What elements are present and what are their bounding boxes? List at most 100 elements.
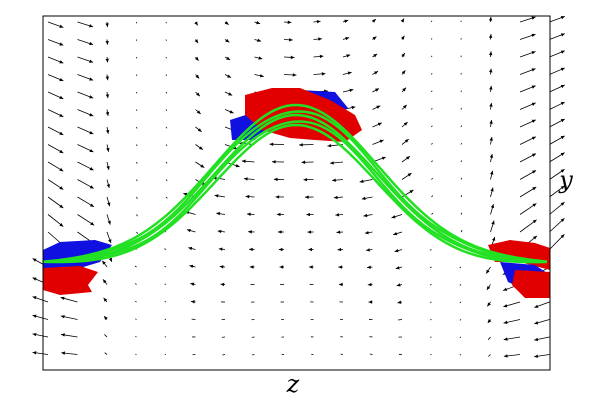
arrow-head [309,265,313,269]
arrow-head [318,37,322,41]
arrow-head [89,167,94,171]
arrow-head [489,102,493,107]
arrow-head [235,163,240,168]
arrow-head [361,196,366,201]
arrow-head [89,148,94,153]
arrow-head [273,177,278,182]
arrow-head [393,231,398,236]
arrow-head [256,20,261,25]
arrow-head [488,34,493,38]
arrow-shaft [431,212,434,215]
arrow-shaft [164,265,167,268]
arrow-head [349,88,354,93]
arrow-head [277,230,282,234]
arrow-head [59,113,64,117]
trajectory [42,103,548,264]
arrow-head [488,16,493,21]
arrow-shaft [369,353,373,355]
trajectory [42,113,548,264]
arrow-head [224,21,229,25]
blobs [43,88,550,298]
arrow-head [381,156,386,160]
arrow-head [105,129,110,134]
arrow-head [379,139,384,143]
blob-red [512,270,550,298]
arrow-head [486,285,491,290]
arrow-head [194,39,199,44]
arrow-head [105,76,109,81]
arrow-head [59,186,64,190]
arrow-head [488,51,493,56]
arrow-head [503,304,508,308]
arrow-shaft [429,249,432,251]
arrow-head [200,164,205,168]
arrow-head [89,203,94,207]
arrow-head [32,314,37,318]
arrow-head [32,258,37,262]
arrow-head [105,58,109,63]
arrow-head [376,105,381,109]
arrow-shaft [340,353,344,355]
arrow-head [335,213,340,217]
arrow-head [59,95,64,99]
x-axis-label: z [286,370,300,398]
arrow-head [403,122,408,126]
arrow-head [338,265,342,269]
arrow-head [32,296,37,300]
arrow-head [394,248,399,253]
arrow-head [59,77,64,82]
arrow-head [290,55,295,60]
arrow-head [292,73,297,77]
blob-red [43,266,98,295]
arrow-head [406,156,410,160]
arrow-shaft [431,160,433,163]
arrow-head [249,247,253,252]
arrow-head [287,20,292,24]
arrow-shaft [135,318,137,320]
arrow-head [59,204,64,208]
arrow-head [190,282,195,286]
arrow-head [560,118,565,123]
arrow-head [401,53,405,58]
arrow-head [400,35,405,40]
arrow-head [531,68,536,72]
trajectories [42,103,548,264]
arrow-shaft [135,336,137,338]
arrow-head [89,59,94,63]
arrow-head [368,300,373,304]
arrow-head [333,195,338,200]
arrow-head [487,302,491,307]
arrow-head [59,223,64,227]
arrow-shaft [459,266,462,269]
arrow-head [319,54,324,59]
arrow-head [533,235,537,240]
arrow-head [195,74,200,79]
arrow-head [89,24,94,28]
arrow-head [490,187,494,192]
arrow-head [531,16,536,20]
arrow-head [404,139,409,143]
arrow-head [490,170,494,175]
arrow-head [344,19,349,23]
arrow-shaft [460,142,462,145]
arrow-shaft [165,179,168,182]
arrow-head [241,159,246,163]
arrow-head [89,113,94,117]
arrow-head [395,266,400,270]
arrow-head [503,337,508,341]
arrow-shaft [459,336,462,338]
arrow-shaft [459,301,462,304]
arrow-head [345,37,350,41]
arrow-head [401,70,406,75]
arrow-head [375,88,380,92]
arrow-head [532,219,537,224]
arrow-head [560,16,565,20]
arrow-head [327,143,332,148]
arrow-head [189,264,194,269]
arrow-head [560,102,565,106]
arrow-head [216,212,221,216]
arrow-head [503,287,508,291]
arrow-head [347,71,352,75]
arrow-head [106,184,111,189]
